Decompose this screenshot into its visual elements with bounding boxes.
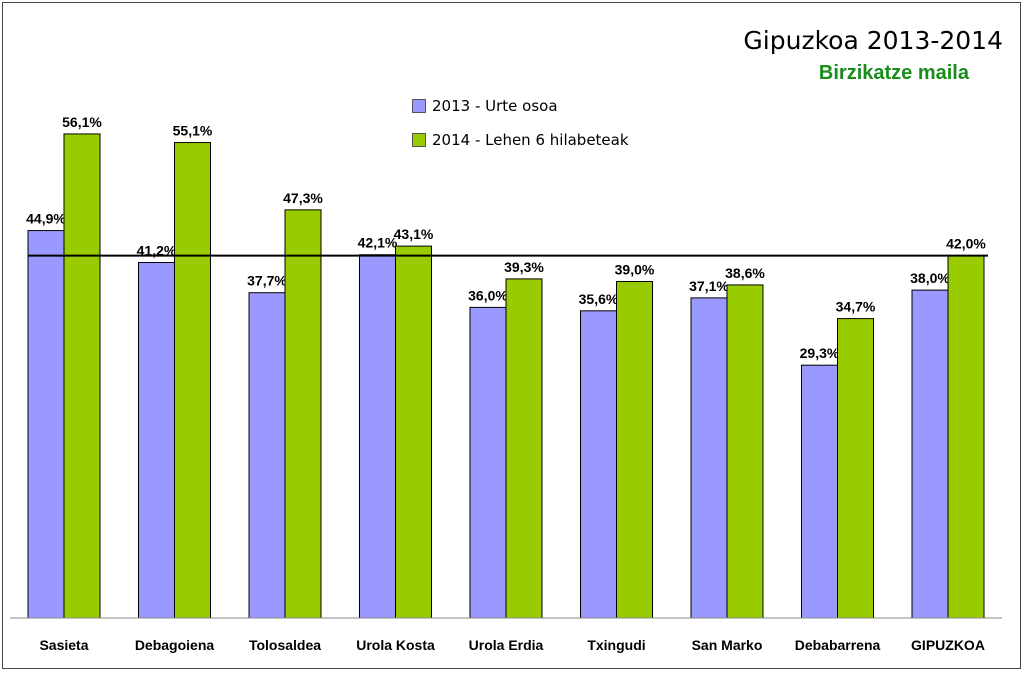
bar-2013-gipuzkoa xyxy=(911,289,949,619)
bar-2014-tolosaldea xyxy=(284,209,322,619)
data-label: 42,1% xyxy=(358,235,398,251)
data-label: 55,1% xyxy=(173,123,213,139)
bar-2013-urola-kosta xyxy=(359,254,396,619)
x-tick-label: Urola Kosta xyxy=(356,637,435,653)
chart-subtitle: Birzikatze maila xyxy=(818,62,969,84)
data-label: 47,3% xyxy=(283,190,323,206)
data-label: 44,9% xyxy=(26,211,66,227)
bar-2014-urola-kosta xyxy=(395,245,432,619)
bar-2014-debabarrena xyxy=(837,318,874,619)
legend-label-2013: 2013 - Urte osoa xyxy=(432,97,558,115)
x-tick-label: GIPUZKOA xyxy=(911,637,985,653)
bar-2014-txingudi xyxy=(616,280,653,619)
data-label: 37,1% xyxy=(689,278,729,294)
x-tick-label: Tolosaldea xyxy=(249,637,321,653)
bar-2013-sasieta xyxy=(27,230,65,619)
data-label: 29,3% xyxy=(800,345,840,361)
data-label: 37,7% xyxy=(247,273,287,289)
bar-2014-debagoiena xyxy=(174,142,211,619)
data-label: 39,3% xyxy=(504,259,544,275)
data-label: 39,0% xyxy=(615,261,655,277)
data-label: 42,0% xyxy=(946,236,986,252)
x-tick-label: Txingudi xyxy=(587,637,645,653)
data-label: 36,0% xyxy=(468,287,508,303)
legend-item-2013: 2013 - Urte osoa xyxy=(412,96,629,116)
bar-2014-sasieta xyxy=(63,133,101,619)
legend-label-2014: 2014 - Lehen 6 hilabeteak xyxy=(432,131,629,149)
bar-2014-urola-erdia xyxy=(505,278,543,619)
chart-title: Gipuzkoa 2013-2014 xyxy=(743,26,1003,55)
data-label: 41,2% xyxy=(137,243,177,259)
x-tick-label: San Marko xyxy=(692,637,763,653)
x-tick-label: Debagoiena xyxy=(135,637,215,653)
legend: 2013 - Urte osoa 2014 - Lehen 6 hilabete… xyxy=(412,96,629,164)
bar-2014-san-marko xyxy=(726,284,764,619)
bar-2014-gipuzkoa xyxy=(947,255,985,619)
data-label: 43,1% xyxy=(394,226,434,242)
bar-2013-tolosaldea xyxy=(248,292,286,619)
bar-2013-txingudi xyxy=(580,310,617,619)
x-tick-label: Debabarrena xyxy=(795,637,881,653)
bar-2013-debabarrena xyxy=(801,364,838,619)
x-tick-label: Sasieta xyxy=(39,637,88,653)
legend-item-2014: 2014 - Lehen 6 hilabeteak xyxy=(412,130,629,150)
data-label: 56,1% xyxy=(62,114,102,130)
x-tick-label: Urola Erdia xyxy=(469,637,544,653)
data-label: 35,6% xyxy=(579,291,619,307)
bar-2013-urola-erdia xyxy=(469,306,507,619)
legend-swatch-2014 xyxy=(412,133,426,147)
bar-2013-debagoiena xyxy=(138,262,175,619)
legend-swatch-2013 xyxy=(412,99,426,113)
data-label: 38,0% xyxy=(910,270,950,286)
data-label: 34,7% xyxy=(836,299,876,315)
bar-2013-san-marko xyxy=(690,297,728,619)
data-label: 38,6% xyxy=(725,265,765,281)
